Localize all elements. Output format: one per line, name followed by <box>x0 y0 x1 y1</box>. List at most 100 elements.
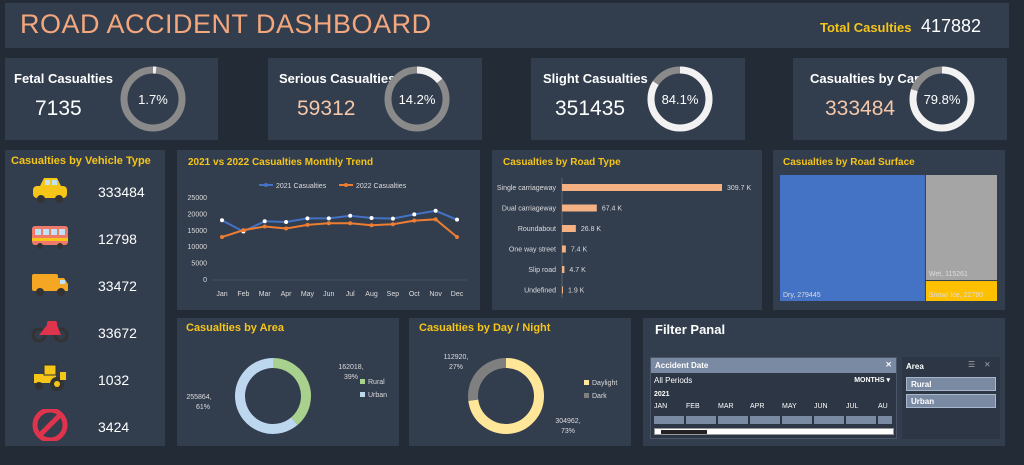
bar-value-label: 4.7 K <box>569 267 586 274</box>
road-type-panel <box>492 150 762 310</box>
y-tick-label: 10000 <box>188 244 208 251</box>
x-tick-label: Jan <box>216 291 227 298</box>
month-tile[interactable] <box>718 416 748 424</box>
y-tick-label: 20000 <box>188 211 208 218</box>
bar-value-label: 7.4 K <box>571 247 588 254</box>
treemap-tile <box>925 175 997 281</box>
van-icon <box>30 268 70 300</box>
data-point <box>220 218 224 223</box>
slice-label: 73% <box>561 428 575 435</box>
area-slicer-item[interactable]: Urban <box>906 394 996 408</box>
month-tile[interactable] <box>782 416 812 424</box>
category-label: Roundabout <box>518 226 556 233</box>
month-tile[interactable] <box>686 416 716 424</box>
data-point <box>369 223 374 228</box>
kpi-label: Serious Casualties <box>279 71 396 86</box>
legend-marker <box>344 183 348 187</box>
clear-filter-icon[interactable]: ⨯ <box>885 360 892 369</box>
ring-share <box>120 66 186 132</box>
data-point <box>305 216 310 221</box>
data-point <box>326 216 331 221</box>
total-casualties-label: Total Casulties <box>820 20 912 35</box>
category-label: Slip road <box>528 267 556 274</box>
area-slicer-item-label: Urban <box>911 397 935 406</box>
slice-label: 27% <box>449 364 463 371</box>
y-tick-label: 5000 <box>191 261 207 268</box>
bar-value-label: 67.4 K <box>602 206 623 213</box>
area-title: Casualties by Area <box>186 322 285 334</box>
month-tile[interactable] <box>846 416 876 424</box>
legend-swatch <box>584 380 589 385</box>
slice-label: 255864, <box>186 394 211 401</box>
months-dropdown[interactable]: MONTHS ▾ <box>854 377 890 384</box>
area-slicer: Area ☰ ⨯ Rural Urban <box>902 357 1000 439</box>
scrollbar-thumb[interactable] <box>661 430 707 434</box>
x-tick-label: Oct <box>409 291 420 298</box>
y-tick-label: 0 <box>203 277 207 284</box>
legend-label: Dark <box>592 393 607 400</box>
month-tile[interactable] <box>878 416 892 424</box>
data-point <box>262 219 267 224</box>
bus-icon <box>30 221 70 253</box>
month-tile[interactable] <box>750 416 780 424</box>
kpi-value: 351435 <box>555 97 626 120</box>
prohibited-icon <box>30 407 70 443</box>
category-label: One way street <box>509 247 556 254</box>
category-label: Dual carriageway <box>502 206 557 213</box>
year-label: 2021 <box>654 391 670 398</box>
page-title: ROAD ACCIDENT DASHBOARD <box>20 9 432 39</box>
x-tick-label: Feb <box>237 291 249 298</box>
x-tick-label: Jul <box>346 291 355 298</box>
x-tick-label: Jun <box>323 291 334 298</box>
treemap-label: Snow/ Ice, 22780 <box>929 292 983 299</box>
header-bar <box>5 3 1009 48</box>
donut-slice <box>468 358 507 401</box>
legend-marker <box>264 183 268 187</box>
category-label: Single carriageway <box>497 185 557 192</box>
month-tile[interactable] <box>814 416 844 424</box>
kpi-label: Fetal Casualties <box>14 71 113 86</box>
motorbike-icon <box>30 315 70 347</box>
month-label: AU <box>878 403 888 410</box>
bar <box>562 286 563 294</box>
data-point <box>348 221 353 226</box>
legend-label: 2022 Casualties <box>356 183 407 190</box>
vehicle-count: 33672 <box>98 325 137 341</box>
slice-label: 39% <box>344 374 358 381</box>
x-tick-label: Sep <box>387 291 400 298</box>
data-point <box>390 222 395 227</box>
data-point <box>455 235 459 240</box>
clear-filter-icon[interactable]: ⨯ <box>984 360 991 369</box>
bar-value-label: 1.9 K <box>568 288 585 295</box>
x-tick-label: Apr <box>281 291 293 298</box>
month-tile[interactable] <box>654 416 684 424</box>
monthly-trend-title: 2021 vs 2022 Casualties Monthly Trend <box>188 157 374 168</box>
kpi-ring-chart: 14.2% <box>384 66 450 132</box>
kpi-value: 59312 <box>297 97 356 120</box>
data-point <box>412 212 417 217</box>
monthly-trend-chart: 2021 Casualties 2022 Casualties 25000 20000… <box>188 183 467 298</box>
legend-swatch <box>360 379 365 384</box>
slice-label: 61% <box>196 404 210 411</box>
series-line <box>221 218 458 238</box>
donut-slice <box>272 358 311 425</box>
ring-pct-label: 79.8% <box>924 92 961 107</box>
treemap-tile <box>780 175 925 301</box>
slice-label: 304962, <box>555 418 580 425</box>
area-slicer-item[interactable]: Rural <box>906 377 996 391</box>
treemap-tile <box>925 281 997 301</box>
multi-select-icon[interactable]: ☰ <box>968 360 976 369</box>
treemap-label: Dry, 279445 <box>783 292 821 299</box>
data-point <box>262 224 267 229</box>
data-point <box>390 216 395 221</box>
timeline-scrollbar[interactable] <box>654 428 894 435</box>
date-slicer: Accident Date ⨯ All Periods MONTHS ▾ 202… <box>650 357 897 439</box>
kpi-label: Casualties by Car <box>810 71 920 86</box>
area-donut-chart: 162018, 39% 255864, 61% Rural Urban <box>186 358 387 434</box>
bar <box>562 184 722 191</box>
y-tick-label: 15000 <box>188 228 208 235</box>
data-point <box>433 208 438 213</box>
all-periods-label: All Periods <box>654 376 693 385</box>
data-point <box>433 217 438 222</box>
ring-share <box>647 66 713 132</box>
